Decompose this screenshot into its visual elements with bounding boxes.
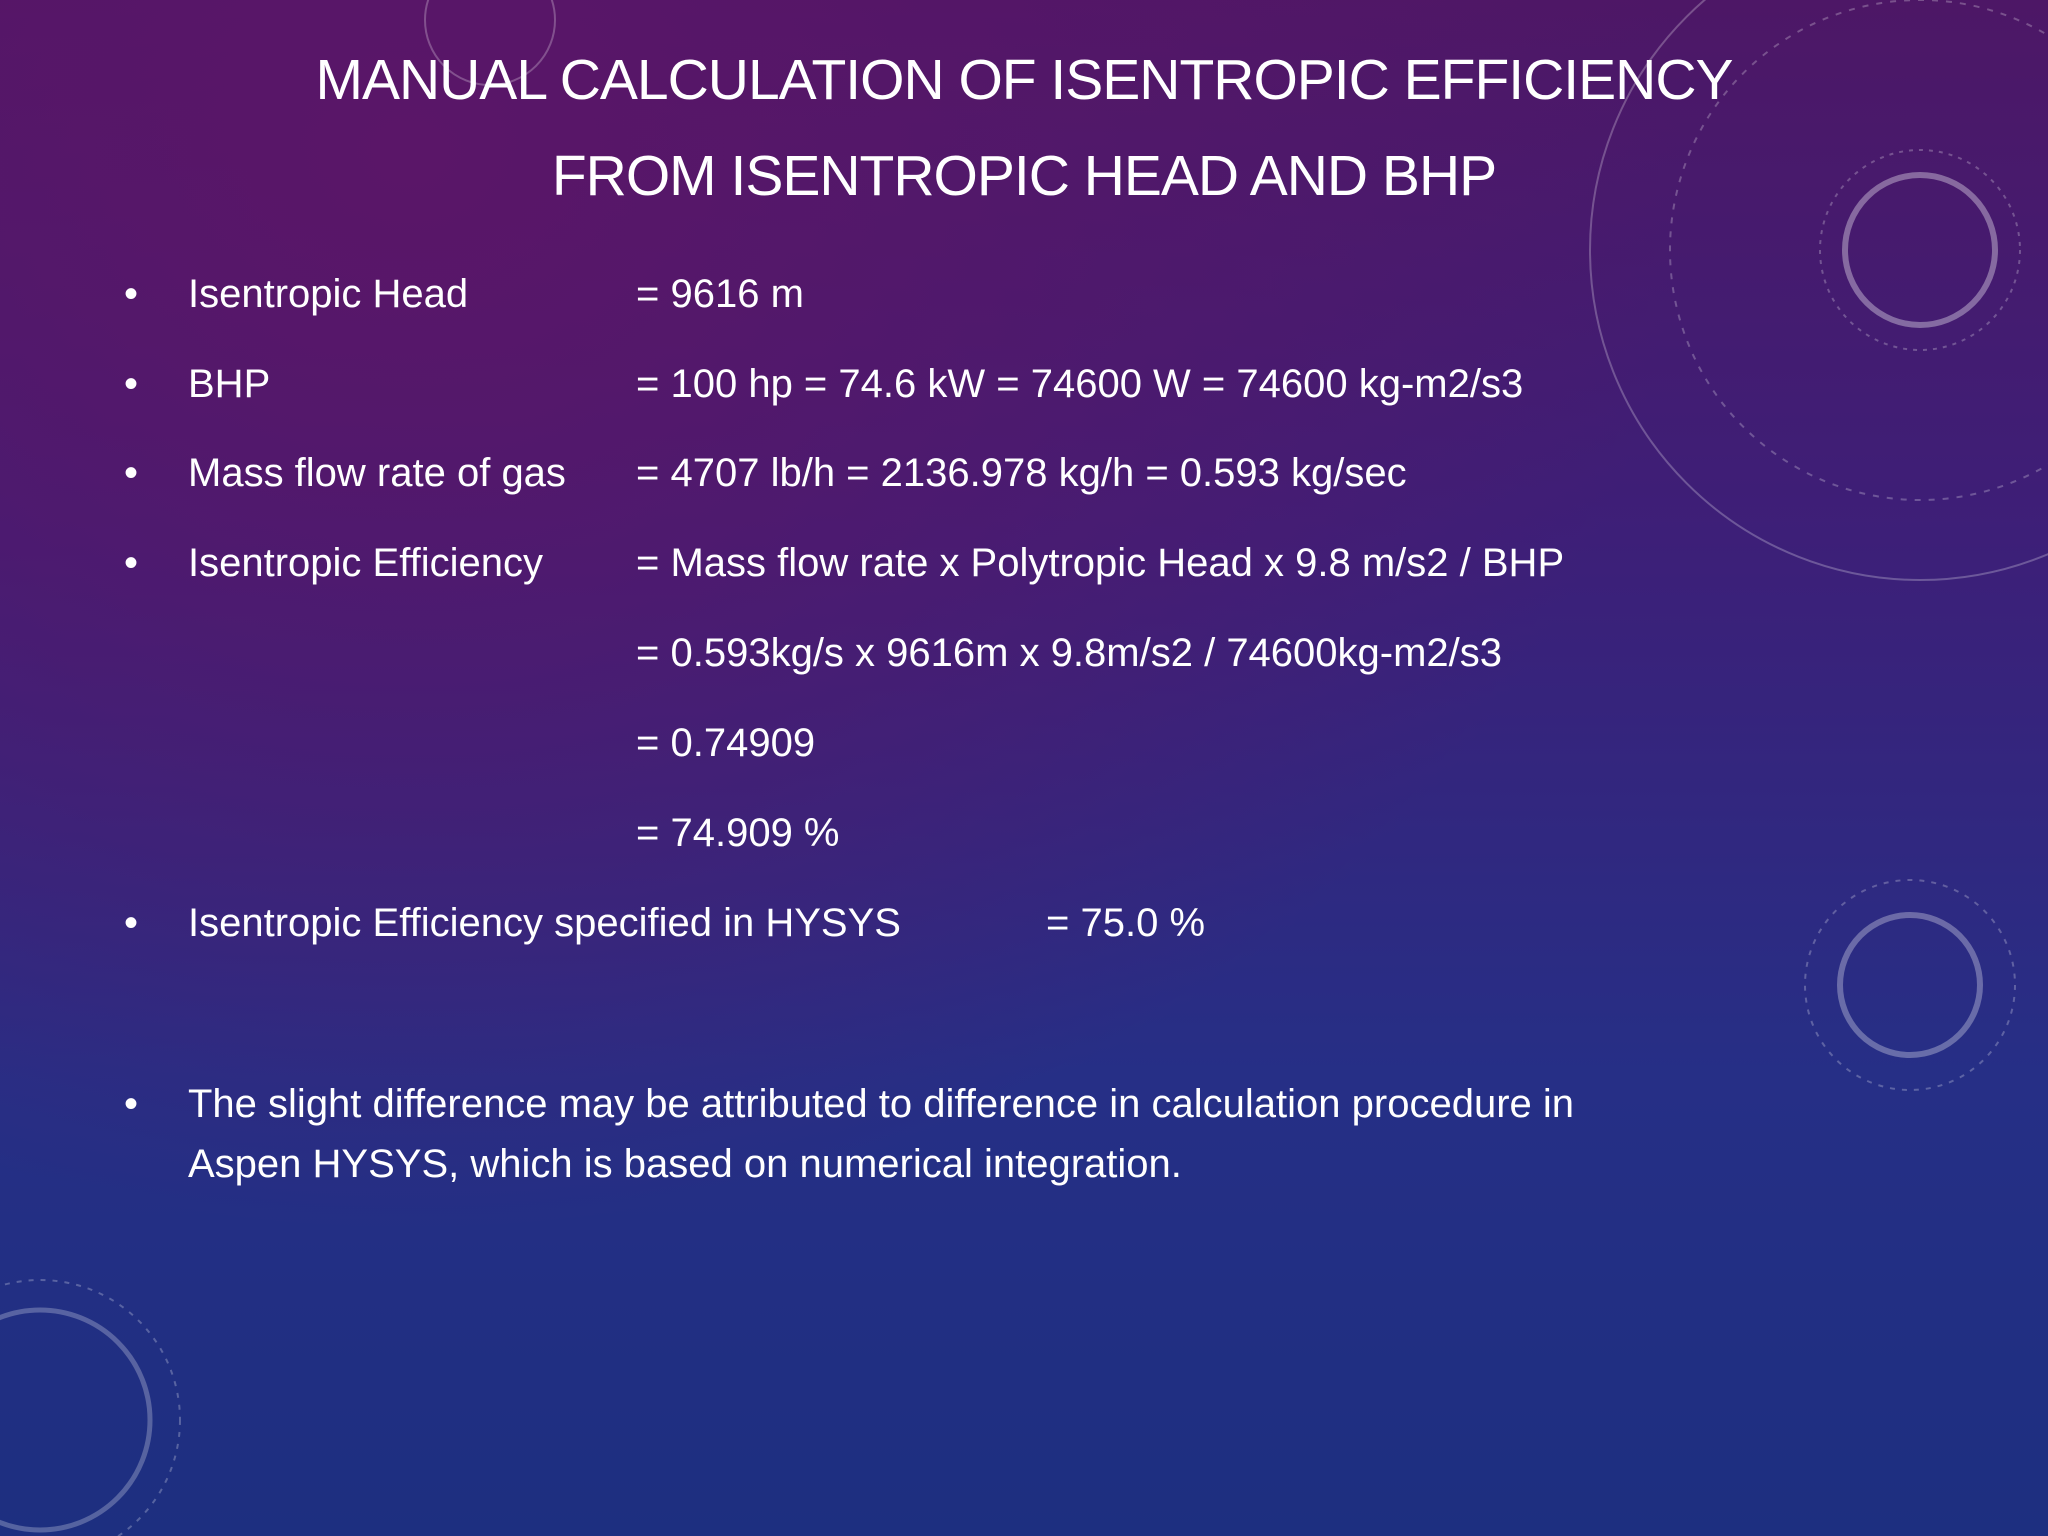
item-value: = 75.0 %	[1046, 901, 1206, 945]
deco-ring	[424, 0, 556, 86]
deco-ring	[1589, 0, 2048, 581]
deco-ring	[1804, 879, 2016, 1091]
note-line: Aspen HYSYS, which is based on numerical…	[188, 1142, 1182, 1186]
deco-ring	[0, 1279, 181, 1536]
item-value: = 100 hp = 74.6 kW = 74600 W = 74600 kg-…	[636, 362, 1524, 406]
deco-ring	[0, 1307, 153, 1533]
bullet: •	[124, 272, 139, 316]
note-line: The slight difference may be attributed …	[188, 1082, 1575, 1126]
item-value: = Mass flow rate x Polytropic Head x 9.8…	[636, 541, 1565, 585]
bullet: •	[124, 541, 139, 585]
deco-ring	[1842, 172, 1998, 328]
item-continuation: = 74.909 %	[636, 811, 840, 855]
item-value: = 9616 m	[636, 272, 804, 316]
bullet: •	[124, 362, 139, 406]
item-value: = 4707 lb/h = 2136.978 kg/h = 0.593 kg/s…	[636, 451, 1407, 495]
item-continuation: = 0.74909	[636, 721, 816, 765]
item-label: Isentropic Head	[188, 272, 469, 316]
item-continuation: = 0.593kg/s x 9616m x 9.8m/s2 / 74600kg-…	[636, 631, 1503, 675]
deco-ring	[1837, 912, 1983, 1058]
deco-ring	[1669, 0, 2048, 501]
title-line: MANUAL CALCULATION OF ISENTROPIC EFFICIE…	[315, 48, 1733, 112]
item-label: Isentropic Efficiency	[188, 541, 543, 585]
bullet: •	[124, 451, 139, 495]
item-label: Mass flow rate of gas	[188, 451, 566, 495]
item-label: Isentropic Efficiency specified in HYSYS	[188, 901, 901, 945]
title-line: FROM ISENTROPIC HEAD AND BHP	[551, 144, 1497, 208]
deco-ring	[1819, 149, 2021, 351]
bullet: •	[124, 901, 139, 945]
bullet: •	[124, 1082, 139, 1126]
item-label: BHP	[188, 362, 271, 406]
